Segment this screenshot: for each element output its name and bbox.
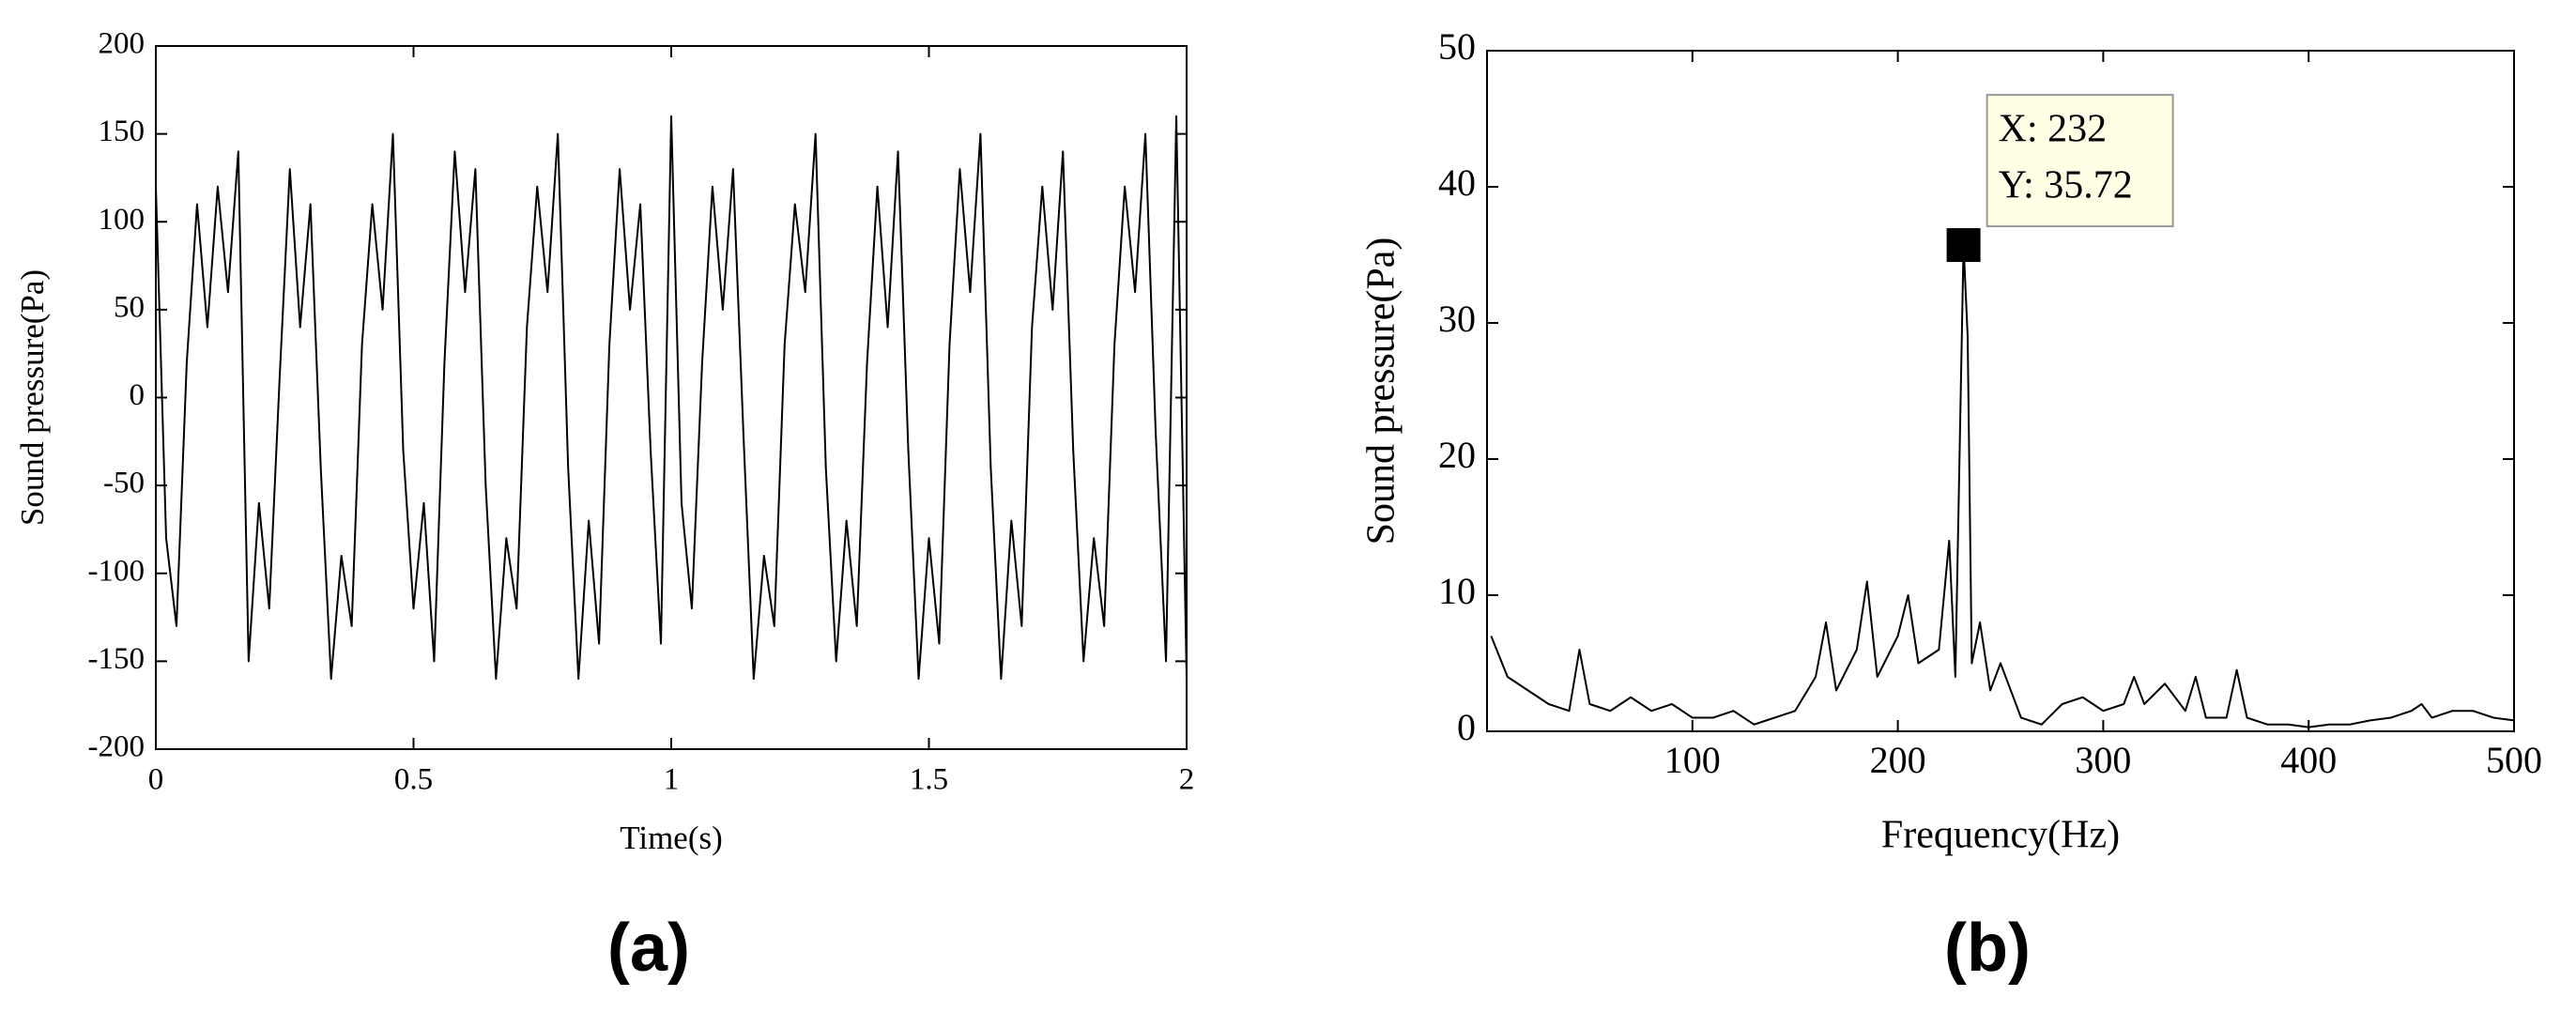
y-tick-label: 20 [1438,434,1476,476]
y-tick-label: -150 [88,642,146,676]
signal-line [155,115,1188,681]
y-tick-label: 100 [99,203,146,237]
x-tick-label: 100 [1664,739,1721,781]
y-tick-label: 10 [1438,570,1476,612]
x-tick-label: 1.5 [910,763,948,797]
x-tick-label: 400 [2280,739,2337,781]
x-tick-label: 200 [1870,739,1926,781]
y-tick-label: 0 [130,378,146,412]
x-tick-label: 1 [664,763,680,797]
y-axis-label: Sound pressure(Pa) [1360,238,1403,545]
x-tick-label: 2 [1179,763,1195,797]
datatip-text: Y: 35.72 [1999,164,2133,207]
signal-line [1490,244,2515,728]
datatip-box [1986,94,2174,228]
x-tick-label: 0 [148,763,164,797]
x-tick-label: 300 [2075,739,2131,781]
datatip-marker [1946,228,1981,263]
x-axis-label: Time(s) [620,820,723,856]
x-tick-label: 0.5 [394,763,433,797]
y-tick-label: -100 [88,554,146,588]
panel-label: (b) [1944,911,2031,986]
y-tick-label: 30 [1438,298,1476,340]
y-tick-label: 150 [99,115,146,148]
y-tick-label: 50 [1438,25,1476,68]
panel-label: (a) [607,911,690,986]
y-tick-label: 50 [114,290,145,324]
datatip-text: X: 232 [1999,108,2108,151]
y-tick-label: -50 [103,467,145,500]
y-tick-label: 0 [1457,706,1476,748]
y-tick-label: -200 [88,730,146,764]
y-axis-label: Sound pressure(Pa) [14,269,51,526]
x-axis-label: Frequency(Hz) [1881,814,2120,857]
x-tick-label: 500 [2486,739,2542,781]
y-tick-label: 200 [99,27,146,61]
y-tick-label: 40 [1438,161,1476,204]
